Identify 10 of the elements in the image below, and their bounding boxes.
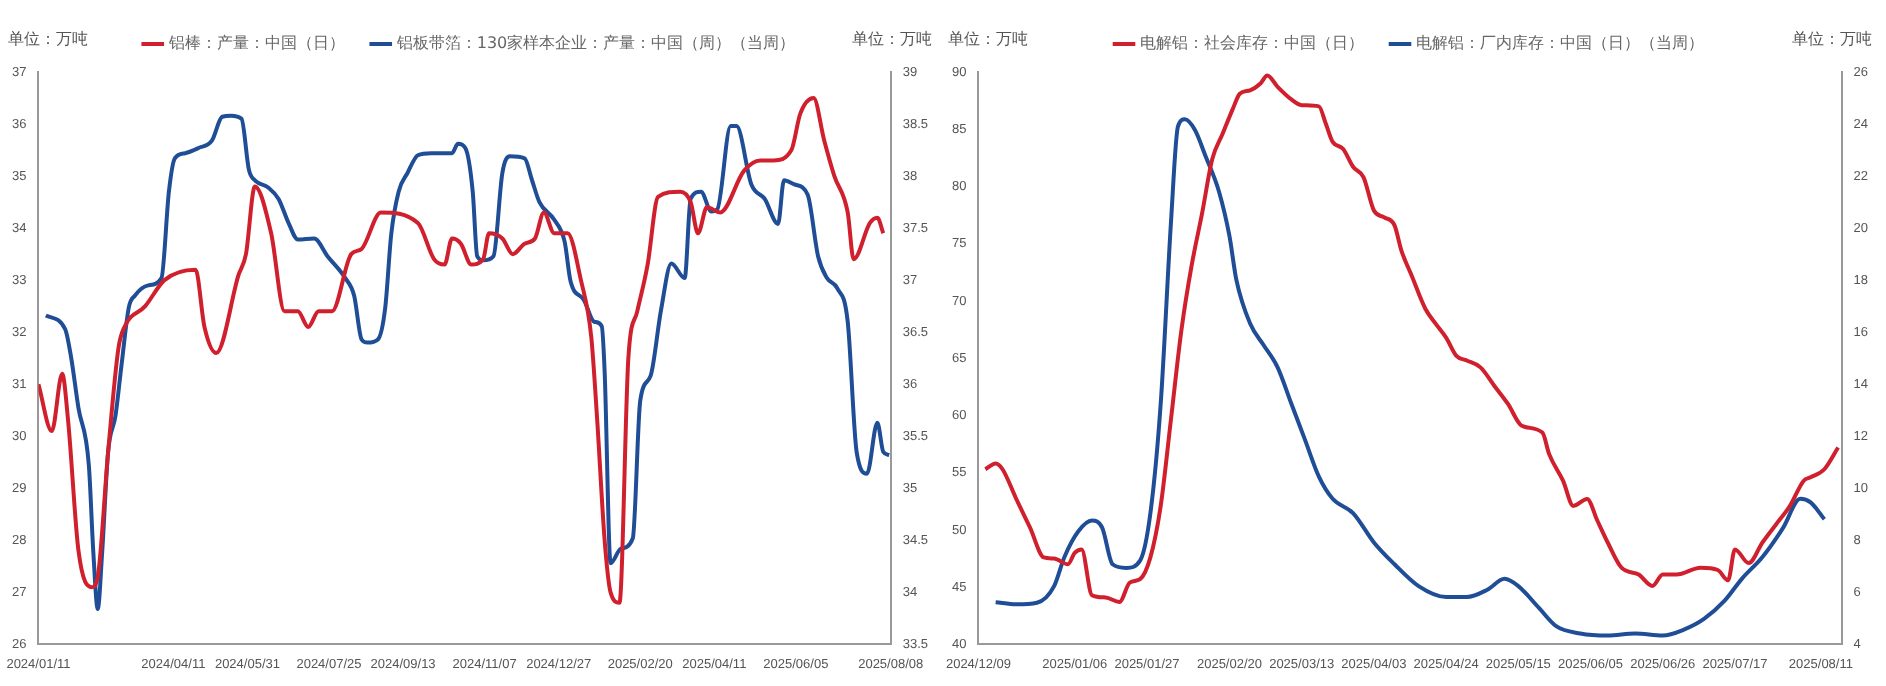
y-axis-title: 单位：万吨	[948, 30, 1028, 49]
legend-label: 电解铝：社会库存：中国（日）	[1140, 34, 1364, 53]
line-series	[993, 117, 1827, 638]
y-axis-title: 单位：万吨	[8, 30, 88, 49]
legend-label: 铝棒：产量：中国（日）	[166, 34, 345, 53]
legend-label: 电解铝：厂内库存：中国（日）（当周）	[1416, 34, 1704, 53]
legend-label: 铝板带箔：130家样本企业：产量：中国（周）（当周）	[394, 34, 796, 53]
y2-axis-title: 单位：万吨	[852, 30, 932, 49]
line-series	[983, 73, 1841, 605]
y2-axis-title: 单位：万吨	[1792, 30, 1872, 49]
